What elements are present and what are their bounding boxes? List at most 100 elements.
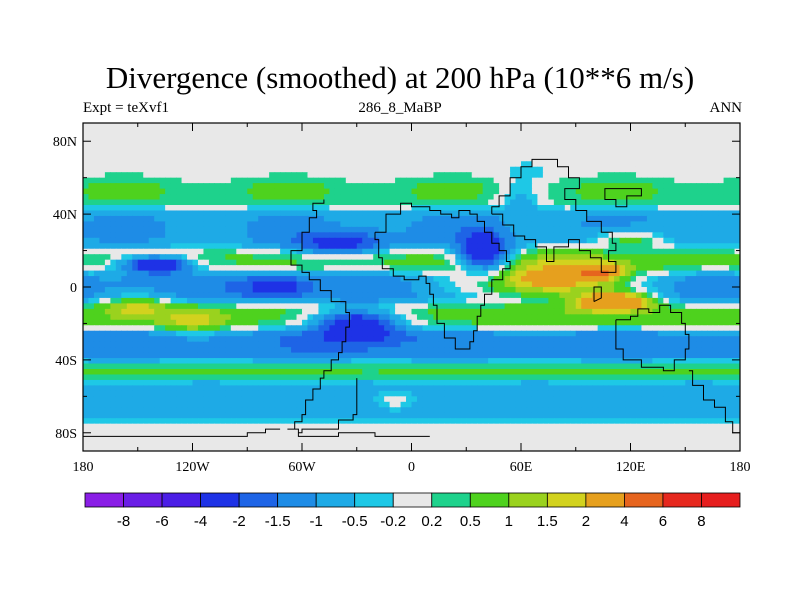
field-cell [690,123,697,130]
field-cell [323,336,330,343]
field-cell [269,287,276,294]
field-cell [504,232,511,239]
field-cell [504,155,511,162]
field-cell [236,314,243,321]
field-cell [356,303,363,310]
field-cell [241,172,248,179]
field-cell [712,248,719,255]
field-cell [499,150,506,157]
field-cell [444,330,451,337]
field-cell [515,166,522,173]
field-cell [83,243,90,250]
field-cell [323,243,330,250]
field-cell [269,270,276,277]
field-cell [274,144,281,151]
field-cell [630,243,637,250]
field-cell [696,183,703,190]
field-cell [312,150,320,157]
field-cell [575,188,582,195]
field-cell [433,194,440,201]
field-cell [553,161,560,168]
field-cell [389,232,396,239]
field-cell [734,188,740,195]
field-cell [263,237,270,244]
field-cell [312,297,320,304]
field-cell [510,221,517,228]
field-cell [241,150,248,157]
field-cell [504,319,511,326]
field-cell [427,221,434,228]
field-cell [247,166,254,173]
field-cell [208,123,215,130]
field-cell [395,303,402,310]
field-cell [646,254,653,261]
field-cell [296,292,303,299]
field-cell [203,166,210,173]
field-cell [526,308,533,315]
field-cell [422,237,429,244]
field-cell [526,232,533,239]
field-cell [104,123,111,130]
field-cell [493,243,500,250]
field-cell [176,270,183,277]
field-cell [679,166,686,173]
field-cell [170,237,177,244]
field-cell [93,183,101,190]
field-cell [389,194,396,201]
field-cell [143,172,150,179]
field-cell [635,314,643,321]
field-cell [515,292,522,299]
field-cell [521,199,528,206]
field-cell [378,166,385,173]
field-cell [586,254,593,261]
field-cell [115,166,122,173]
field-cell [362,259,369,266]
field-cell [132,319,139,326]
field-cell [291,347,298,354]
field-cell [614,281,621,288]
field-cell [159,232,166,239]
field-cell [433,150,440,157]
field-cell [707,276,714,283]
field-cell [422,325,429,332]
field-cell [132,341,139,348]
field-cell [619,133,626,140]
field-cell [307,232,314,239]
field-cell [718,270,725,277]
field-cell [504,292,511,299]
field-cell [531,161,539,168]
field-cell [707,292,714,299]
field-cell [192,325,199,332]
field-cell [712,297,719,304]
field-cell [165,155,172,162]
field-cell [362,123,369,130]
field-cell [488,287,495,294]
field-cell [334,254,341,261]
field-cell [553,128,560,135]
field-cell [663,237,670,244]
field-cell [707,314,714,321]
field-cell [121,166,128,173]
field-cell [219,292,226,299]
field-cell [701,325,708,332]
field-cell [236,139,243,146]
field-cell [482,287,489,294]
field-cell [280,319,287,326]
field-cell [406,221,413,228]
field-cell [696,199,703,206]
field-cell [389,199,396,206]
field-cell [307,237,314,244]
field-cell [685,243,692,250]
field-cell [291,205,298,212]
field-cell [630,199,637,206]
field-cell [597,183,604,190]
field-cell [170,243,177,250]
field-cell [635,341,643,348]
field-cell [170,155,177,162]
field-cell [121,172,128,179]
field-cell [493,139,500,146]
field-cell [608,177,615,184]
field-cell [340,270,347,277]
field-cell [510,128,517,135]
field-cell [438,205,445,212]
